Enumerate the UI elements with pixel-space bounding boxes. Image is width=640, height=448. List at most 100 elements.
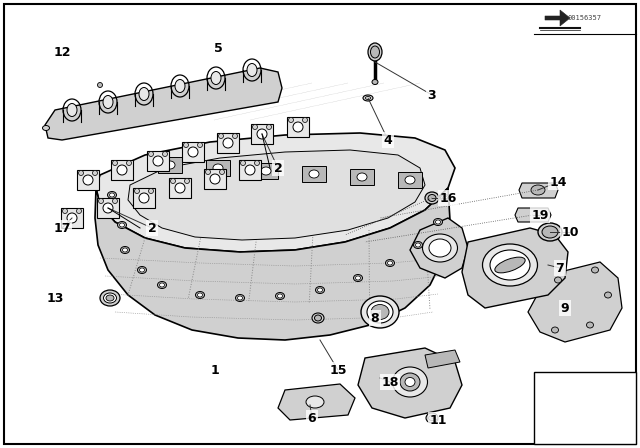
Ellipse shape <box>371 46 380 58</box>
Bar <box>534 372 636 444</box>
Ellipse shape <box>67 213 77 223</box>
Ellipse shape <box>104 293 116 303</box>
Polygon shape <box>398 172 422 188</box>
Ellipse shape <box>139 87 149 100</box>
Ellipse shape <box>100 290 120 306</box>
Ellipse shape <box>148 151 154 156</box>
Ellipse shape <box>368 43 382 61</box>
Ellipse shape <box>278 294 282 298</box>
Polygon shape <box>410 218 468 278</box>
Polygon shape <box>206 160 230 176</box>
Polygon shape <box>169 178 191 198</box>
Ellipse shape <box>552 327 559 333</box>
Ellipse shape <box>140 268 145 272</box>
Ellipse shape <box>198 293 202 297</box>
Ellipse shape <box>118 221 127 228</box>
Polygon shape <box>61 208 83 228</box>
Ellipse shape <box>117 165 127 175</box>
Text: 19: 19 <box>531 208 548 221</box>
Ellipse shape <box>531 185 545 195</box>
Ellipse shape <box>357 173 367 181</box>
Ellipse shape <box>218 134 223 138</box>
Text: 7: 7 <box>556 262 564 275</box>
Ellipse shape <box>195 292 205 298</box>
Ellipse shape <box>139 193 149 203</box>
Ellipse shape <box>247 64 257 77</box>
Ellipse shape <box>435 220 440 224</box>
Ellipse shape <box>415 243 420 247</box>
Ellipse shape <box>157 281 166 289</box>
Ellipse shape <box>163 151 168 156</box>
Ellipse shape <box>153 156 163 166</box>
Ellipse shape <box>361 296 399 328</box>
Ellipse shape <box>175 79 185 92</box>
Ellipse shape <box>542 226 558 238</box>
Text: 13: 13 <box>46 292 64 305</box>
Polygon shape <box>96 133 455 252</box>
Ellipse shape <box>253 125 257 129</box>
Ellipse shape <box>405 176 415 184</box>
Ellipse shape <box>353 275 362 281</box>
Ellipse shape <box>495 257 525 273</box>
Ellipse shape <box>289 117 294 122</box>
Polygon shape <box>133 188 155 208</box>
Ellipse shape <box>236 294 244 302</box>
Polygon shape <box>519 183 558 198</box>
Ellipse shape <box>392 367 428 397</box>
Polygon shape <box>128 150 425 240</box>
Polygon shape <box>45 68 282 140</box>
Ellipse shape <box>67 103 77 116</box>
Ellipse shape <box>113 198 118 203</box>
Ellipse shape <box>257 129 267 139</box>
Ellipse shape <box>223 138 233 148</box>
Ellipse shape <box>405 378 415 387</box>
Text: 1: 1 <box>211 363 220 376</box>
Ellipse shape <box>237 296 243 300</box>
Ellipse shape <box>63 208 67 214</box>
Ellipse shape <box>103 95 113 108</box>
Ellipse shape <box>184 142 189 147</box>
Polygon shape <box>425 350 460 368</box>
Ellipse shape <box>232 134 237 138</box>
Ellipse shape <box>400 373 420 391</box>
Polygon shape <box>239 160 261 180</box>
Ellipse shape <box>442 196 447 200</box>
Polygon shape <box>462 228 568 308</box>
Ellipse shape <box>220 169 225 175</box>
Text: 14: 14 <box>549 176 567 189</box>
Ellipse shape <box>306 396 324 408</box>
Polygon shape <box>77 170 99 190</box>
Ellipse shape <box>425 192 439 204</box>
Text: 00156357: 00156357 <box>568 15 602 21</box>
Polygon shape <box>350 169 374 185</box>
Text: 16: 16 <box>439 191 457 204</box>
Ellipse shape <box>99 198 104 203</box>
Polygon shape <box>217 133 239 153</box>
Ellipse shape <box>241 160 246 165</box>
Ellipse shape <box>93 171 97 176</box>
Polygon shape <box>302 166 326 182</box>
Text: 18: 18 <box>381 375 399 388</box>
Ellipse shape <box>309 170 319 178</box>
Ellipse shape <box>198 142 202 147</box>
Ellipse shape <box>138 267 147 273</box>
Ellipse shape <box>261 167 271 175</box>
Polygon shape <box>515 208 551 222</box>
Ellipse shape <box>127 160 131 165</box>
Ellipse shape <box>433 219 442 225</box>
Ellipse shape <box>211 72 221 85</box>
Ellipse shape <box>134 189 140 194</box>
Ellipse shape <box>440 194 449 202</box>
Ellipse shape <box>108 191 116 198</box>
Ellipse shape <box>159 283 164 287</box>
Ellipse shape <box>79 171 83 176</box>
Text: 4: 4 <box>383 134 392 146</box>
Ellipse shape <box>303 117 307 122</box>
Polygon shape <box>97 198 119 218</box>
Polygon shape <box>251 124 273 144</box>
Polygon shape <box>95 188 450 340</box>
Ellipse shape <box>184 178 189 184</box>
Text: 8: 8 <box>371 311 380 324</box>
Ellipse shape <box>165 161 175 169</box>
Ellipse shape <box>372 79 378 85</box>
